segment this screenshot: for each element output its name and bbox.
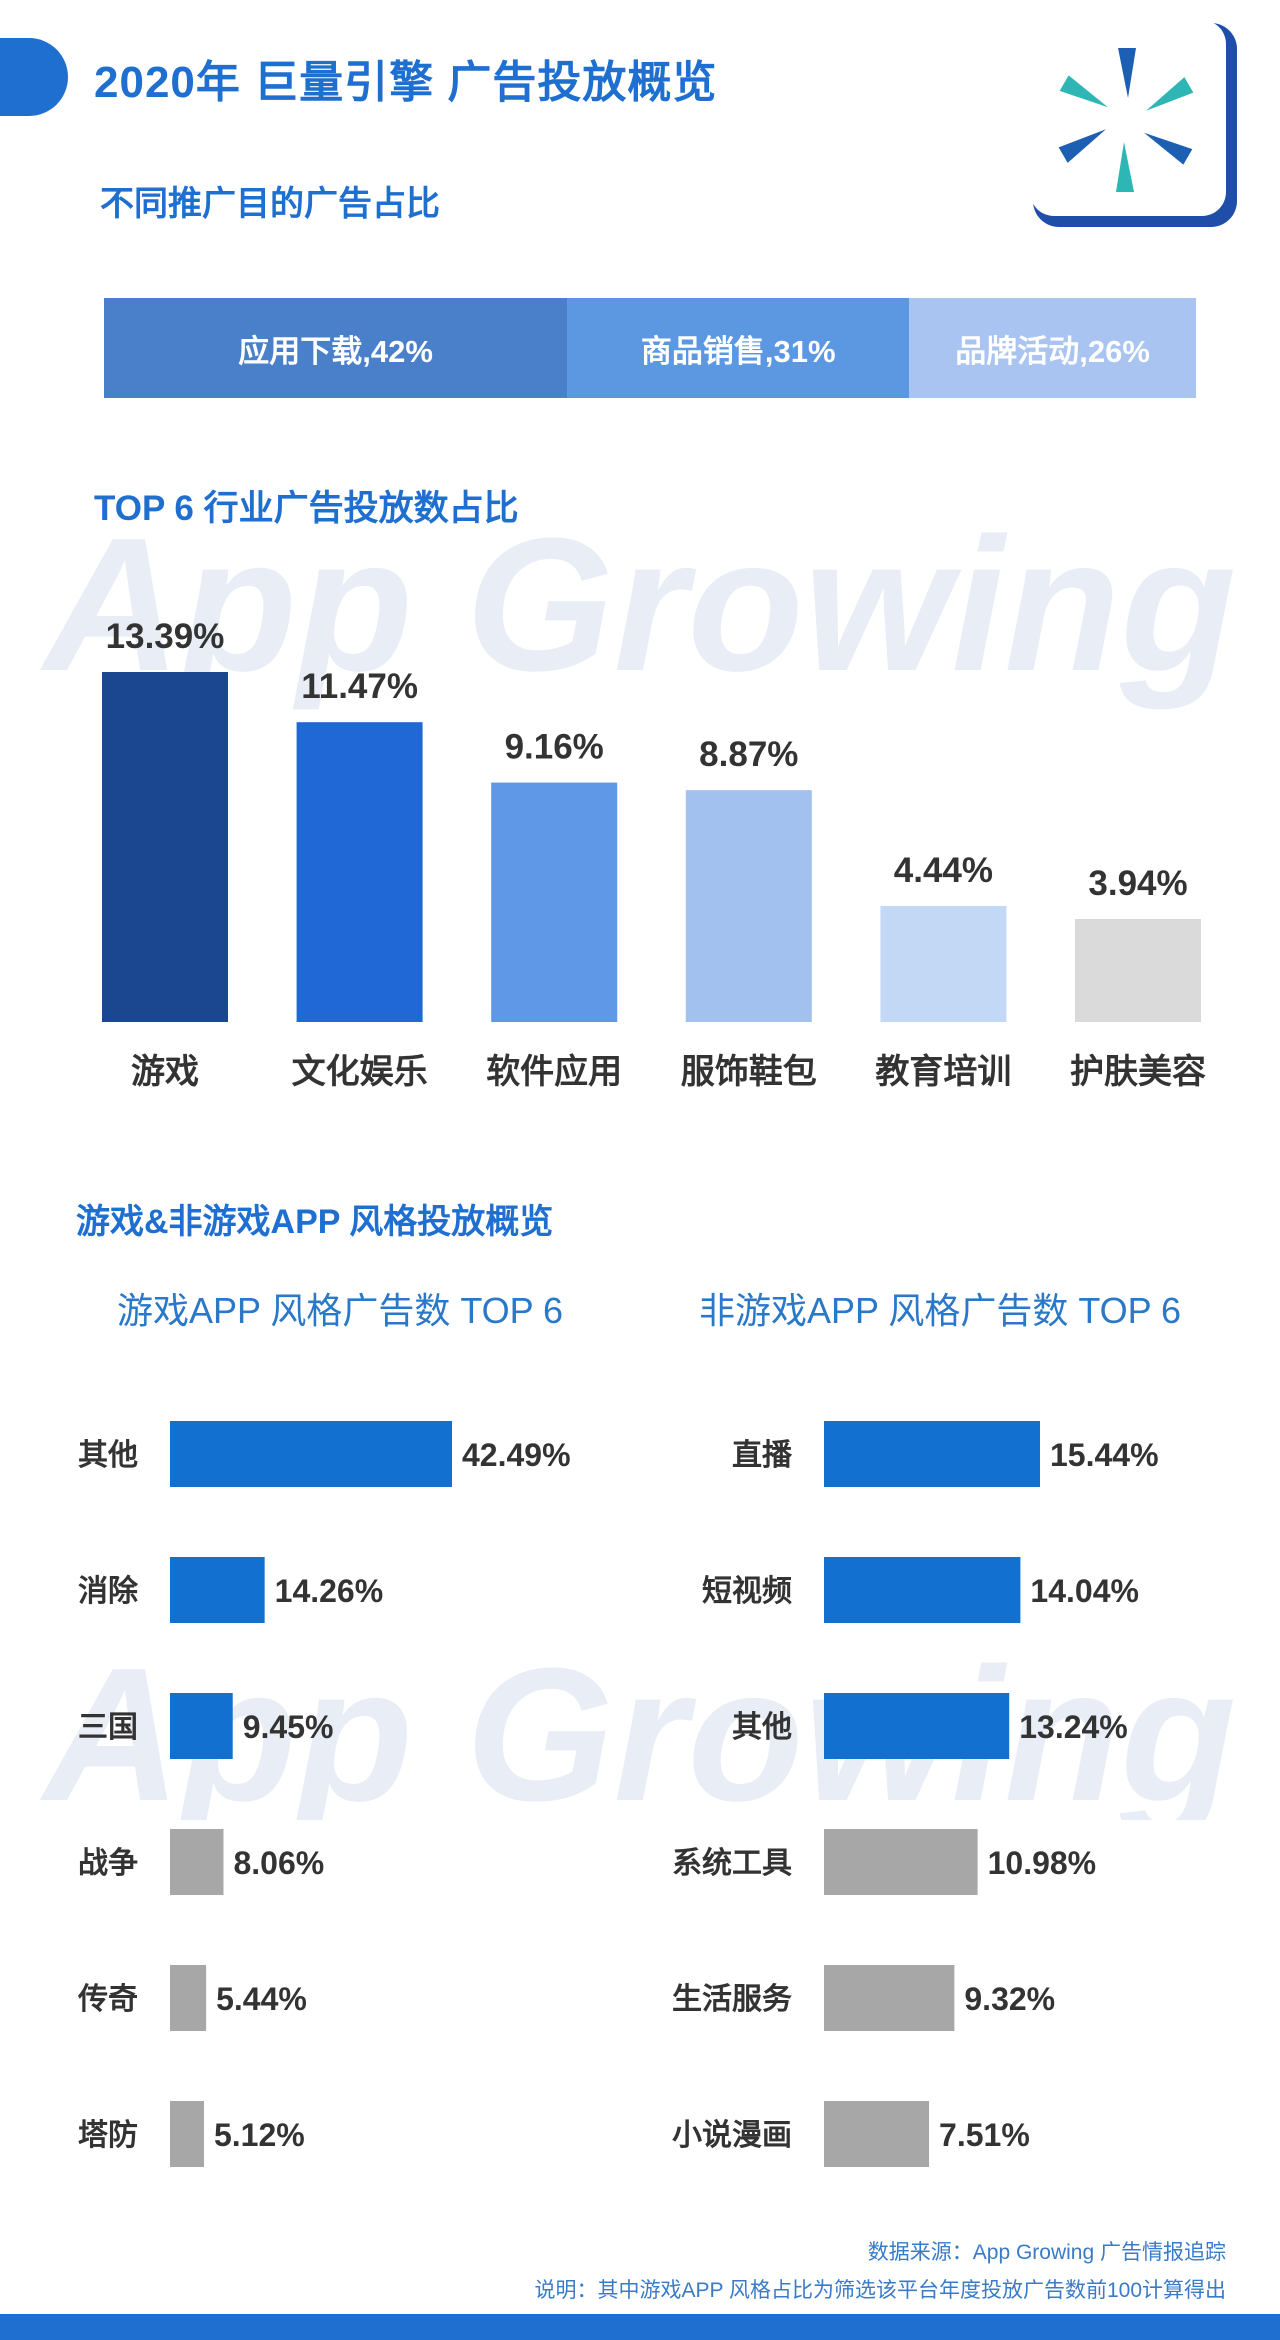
nongame-style-bar: [824, 2101, 930, 2167]
industry-bar: [1075, 919, 1201, 1022]
game-style-subtitle: 游戏APP 风格广告数 TOP 6: [116, 1290, 564, 1331]
industry-value-label: 4.44%: [894, 851, 993, 890]
nongame-style-value-label: 13.24%: [1019, 1709, 1128, 1745]
industry-bar-chart: 13.39% 游戏 11.47% 文化娱乐 9.16% 软件应用 8.87% 服饰鞋包 4.44…: [102, 617, 1206, 1091]
nongame-style-category-label: 直播: [732, 1439, 793, 1472]
industry-category-label: 游戏: [131, 1053, 199, 1091]
nongame-style-category-label: 其他: [732, 1711, 792, 1744]
nongame-style-category-label: 系统工具: [672, 1846, 792, 1880]
game-style-bar: [170, 1693, 233, 1759]
game-style-bar: [170, 1829, 224, 1895]
game-style-category-label: 其他: [78, 1439, 138, 1472]
nongame-style-value-label: 7.51%: [939, 2117, 1030, 2153]
nongame-style-category-label: 生活服务: [672, 1983, 792, 2016]
nongame-style-value-label: 14.04%: [1030, 1573, 1139, 1609]
game-style-value-label: 5.44%: [216, 1981, 307, 2017]
game-style-bar: [170, 1421, 452, 1487]
data-source-note: 数据来源：App Growing 广告情报追踪: [867, 2241, 1226, 2264]
nongame-style-value-label: 9.32%: [964, 1981, 1055, 2017]
industry-value-label: 9.16%: [505, 728, 604, 767]
game-style-bar: [170, 2101, 204, 2167]
nongame-style-bar: [824, 1965, 955, 2031]
brand-logo-icon: [1030, 20, 1237, 227]
game-style-value-label: 14.26%: [275, 1573, 384, 1609]
explanation-note: 说明：其中游戏APP 风格占比为筛选该平台年度投放广告数前100计算得出: [534, 2279, 1226, 2302]
nongame-style-category-label: 短视频: [702, 1575, 792, 1608]
bottom-accent-strip: [0, 2314, 1280, 2340]
nongame-style-category-label: 小说漫画: [672, 2119, 792, 2152]
industry-section-title: TOP 6 行业广告投放数占比: [94, 489, 519, 528]
industry-category-label: 软件应用: [486, 1053, 622, 1091]
stack-segment-label: 应用下载,42%: [238, 333, 433, 369]
stack-segment: 应用下载,42%: [104, 298, 568, 398]
header-accent-tab: [0, 38, 68, 116]
industry-category-label: 服饰鞋包: [681, 1053, 817, 1091]
game-style-value-label: 5.12%: [214, 2117, 305, 2153]
nongame-style-value-label: 10.98%: [988, 1845, 1097, 1881]
page-title: 2020年 巨量引擎 广告投放概览: [94, 58, 718, 107]
industry-bar: [296, 722, 423, 1022]
game-style-value-label: 9.45%: [243, 1709, 334, 1745]
nongame-style-bar: [824, 1421, 1040, 1487]
purpose-section-title: 不同推广目的广告占比: [100, 185, 440, 223]
game-style-category-label: 战争: [78, 1847, 138, 1880]
game-style-category-label: 塔防: [78, 2119, 138, 2152]
industry-category-label: 文化娱乐: [292, 1053, 428, 1091]
industry-bar: [685, 790, 812, 1022]
game-style-value-label: 42.49%: [462, 1437, 571, 1473]
industry-value-label: 3.94%: [1088, 864, 1187, 903]
stack-segment: 商品销售,31%: [567, 298, 910, 398]
game-style-category-label: 消除: [78, 1574, 139, 1608]
game-style-value-label: 8.06%: [233, 1845, 324, 1881]
nongame-style-subtitle: 非游戏APP 风格广告数 TOP 6: [698, 1290, 1182, 1331]
purpose-stacked-bar: 应用下载,42% 商品销售,31% 品牌活动,26%: [104, 298, 1196, 398]
stack-segment-label: 商品销售,31%: [640, 333, 836, 369]
industry-bar: [102, 672, 228, 1022]
nongame-style-bar: [824, 1693, 1010, 1759]
stack-segment: 品牌活动,26%: [909, 298, 1196, 398]
industry-value-label: 13.39%: [106, 617, 225, 656]
industry-category-label: 护肤美容: [1070, 1053, 1206, 1091]
stack-segment-label: 品牌活动,26%: [955, 333, 1150, 369]
industry-value-label: 11.47%: [301, 667, 418, 706]
industry-value-label: 8.87%: [699, 735, 798, 774]
game-style-category-label: 传奇: [77, 1983, 138, 2016]
game-style-category-label: 三国: [78, 1711, 138, 1744]
nongame-style-bar: [824, 1829, 978, 1895]
game-style-bar: [170, 1965, 207, 2031]
style-section-title: 游戏&非游戏APP 风格投放概览: [76, 1203, 554, 1241]
nongame-style-value-label: 15.44%: [1050, 1437, 1159, 1473]
nongame-style-bar-chart: 直播 15.44% 短视频 14.04% 其他 13.24% 系统工具 10.98% 生活服务 9…: [672, 1421, 1159, 2167]
industry-bar: [491, 782, 618, 1022]
industry-category-label: 教育培训: [875, 1053, 1011, 1091]
game-style-bar: [170, 1557, 265, 1623]
game-style-bar-chart: 其他 42.49% 消除 14.26% 三国 9.45% 战争 8.06% 传奇 5.44% 塔防 5…: [77, 1421, 571, 2167]
nongame-style-bar: [824, 1557, 1021, 1623]
industry-bar: [880, 905, 1007, 1022]
